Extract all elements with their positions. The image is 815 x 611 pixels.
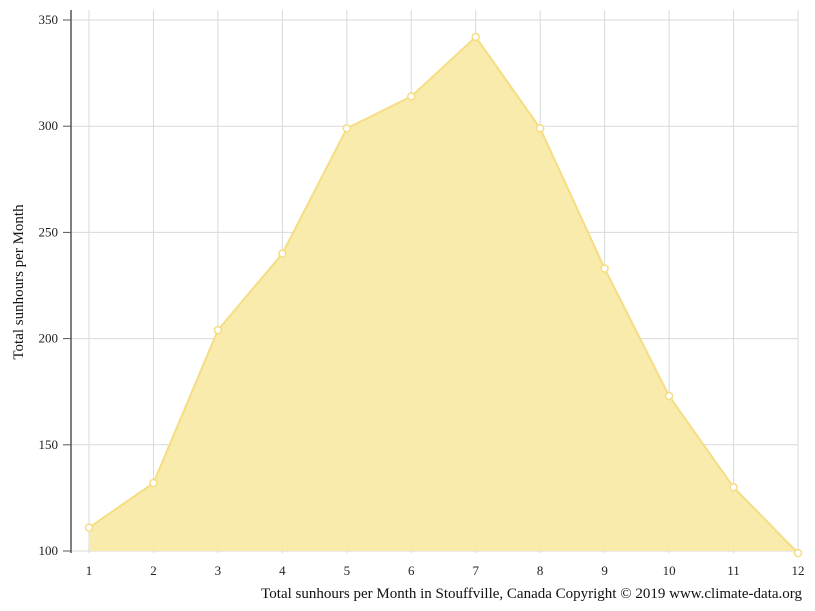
x-tick-label: 7 xyxy=(472,563,479,578)
data-point xyxy=(84,523,94,532)
x-tick-label: 1 xyxy=(86,563,93,578)
y-tick-label: 250 xyxy=(39,224,59,239)
data-point xyxy=(342,124,352,133)
data-point xyxy=(471,32,480,42)
y-tick-label: 350 xyxy=(39,12,59,27)
x-tick-label: 3 xyxy=(215,563,222,578)
data-point xyxy=(213,325,223,335)
y-tick-label: 300 xyxy=(39,118,59,133)
y-tick-label: 100 xyxy=(39,543,59,558)
data-area-layer xyxy=(88,35,799,554)
x-tick-label: 2 xyxy=(150,563,157,578)
x-tick-label: 6 xyxy=(408,563,415,578)
x-tick-label: 8 xyxy=(537,563,544,578)
y-axis-title: Total sunhours per Month xyxy=(11,204,27,360)
data-point xyxy=(664,391,674,401)
x-tick-labels: 1 2 3 4 5 6 7 8 9 10 11 12 xyxy=(86,563,805,578)
data-point xyxy=(729,483,738,492)
x-tick-label: 10 xyxy=(663,563,676,578)
x-tick-label: 11 xyxy=(727,563,740,578)
x-tick-label: 9 xyxy=(601,563,608,578)
x-tick-label: 5 xyxy=(344,563,351,578)
chart-caption: Total sunhours per Month in Stouffville,… xyxy=(261,586,802,602)
y-tick-labels: 100 150 200 250 300 350 xyxy=(39,12,59,558)
x-tick-label: 12 xyxy=(792,563,805,578)
y-tick-label: 150 xyxy=(39,437,59,452)
data-point xyxy=(407,92,416,101)
data-points xyxy=(84,32,803,558)
data-point xyxy=(600,264,609,273)
series-line xyxy=(88,35,799,554)
area-fill xyxy=(89,36,798,554)
x-tick-label: 4 xyxy=(279,563,286,578)
axes xyxy=(63,10,72,553)
data-point xyxy=(149,478,158,488)
y-tick-label: 200 xyxy=(39,331,59,346)
data-point xyxy=(278,249,287,258)
data-point xyxy=(793,548,803,558)
data-point xyxy=(535,124,545,133)
